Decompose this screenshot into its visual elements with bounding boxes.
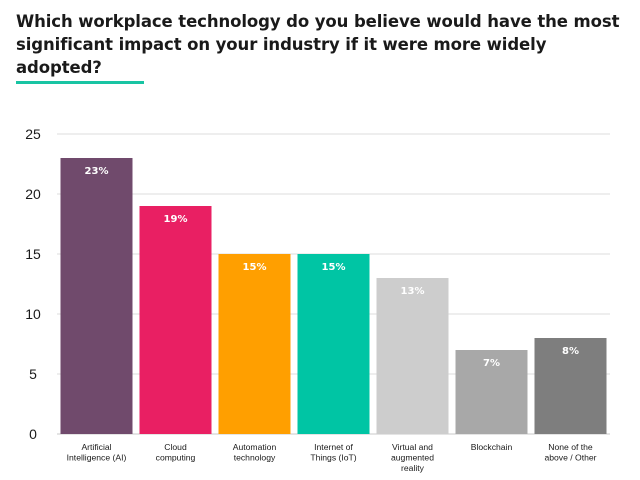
category-label-line: augmented: [391, 453, 434, 463]
x-axis-categories: Artificial Intelligence (AI) Cloud computin…: [67, 442, 597, 473]
bar: [455, 350, 528, 434]
category-label-line: above / Other: [544, 453, 596, 463]
y-axis-ticks: 0 5 10 15 20 25: [25, 126, 41, 442]
category-label-line: Things (IoT): [310, 453, 356, 463]
category-label: Cloud computing: [156, 442, 196, 463]
y-tick-label: 25: [25, 126, 41, 142]
category-label: Automation technology: [233, 442, 277, 463]
y-tick-label: 15: [25, 246, 41, 262]
category-label-line: Blockchain: [471, 442, 513, 452]
data-label: 19%: [164, 214, 188, 225]
y-tick-label: 20: [25, 186, 41, 202]
data-label: 23%: [85, 166, 109, 177]
data-labels: 23% 19% 15% 15% 13% 7% 8%: [85, 166, 579, 369]
y-tick-label: 5: [29, 366, 37, 382]
category-label-line: reality: [401, 463, 425, 473]
category-label: Virtual and augmented reality: [391, 442, 434, 473]
category-label: None of the above / Other: [544, 442, 596, 463]
y-tick-label: 0: [29, 426, 37, 442]
bar: [60, 158, 133, 434]
bar: [139, 206, 212, 434]
category-label-line: Virtual and: [392, 442, 433, 452]
category-label-line: Cloud: [164, 442, 187, 452]
data-label: 8%: [562, 346, 579, 357]
category-label-line: Artificial: [81, 442, 111, 452]
bar: [297, 254, 370, 434]
category-label: Internet of Things (IoT): [310, 442, 356, 463]
category-label-line: Automation: [233, 442, 277, 452]
category-label-line: None of the: [548, 442, 593, 452]
bars: [60, 158, 607, 434]
category-label-line: technology: [234, 453, 276, 463]
bar: [534, 338, 607, 434]
category-label: Blockchain: [471, 442, 513, 452]
chart-title: Which workplace technology do you believ…: [16, 12, 620, 77]
y-tick-label: 10: [25, 306, 41, 322]
data-label: 7%: [483, 358, 500, 369]
category-label-line: Intelligence (AI): [67, 453, 127, 463]
bar: [218, 254, 291, 434]
data-label: 15%: [322, 262, 346, 273]
data-label: 13%: [401, 286, 425, 297]
data-label: 15%: [243, 262, 267, 273]
category-label: Artificial Intelligence (AI): [67, 442, 127, 463]
category-label-line: Internet of: [314, 442, 353, 452]
bar: [376, 278, 449, 434]
category-label-line: computing: [156, 453, 196, 463]
title-accent-rule: [16, 81, 144, 84]
